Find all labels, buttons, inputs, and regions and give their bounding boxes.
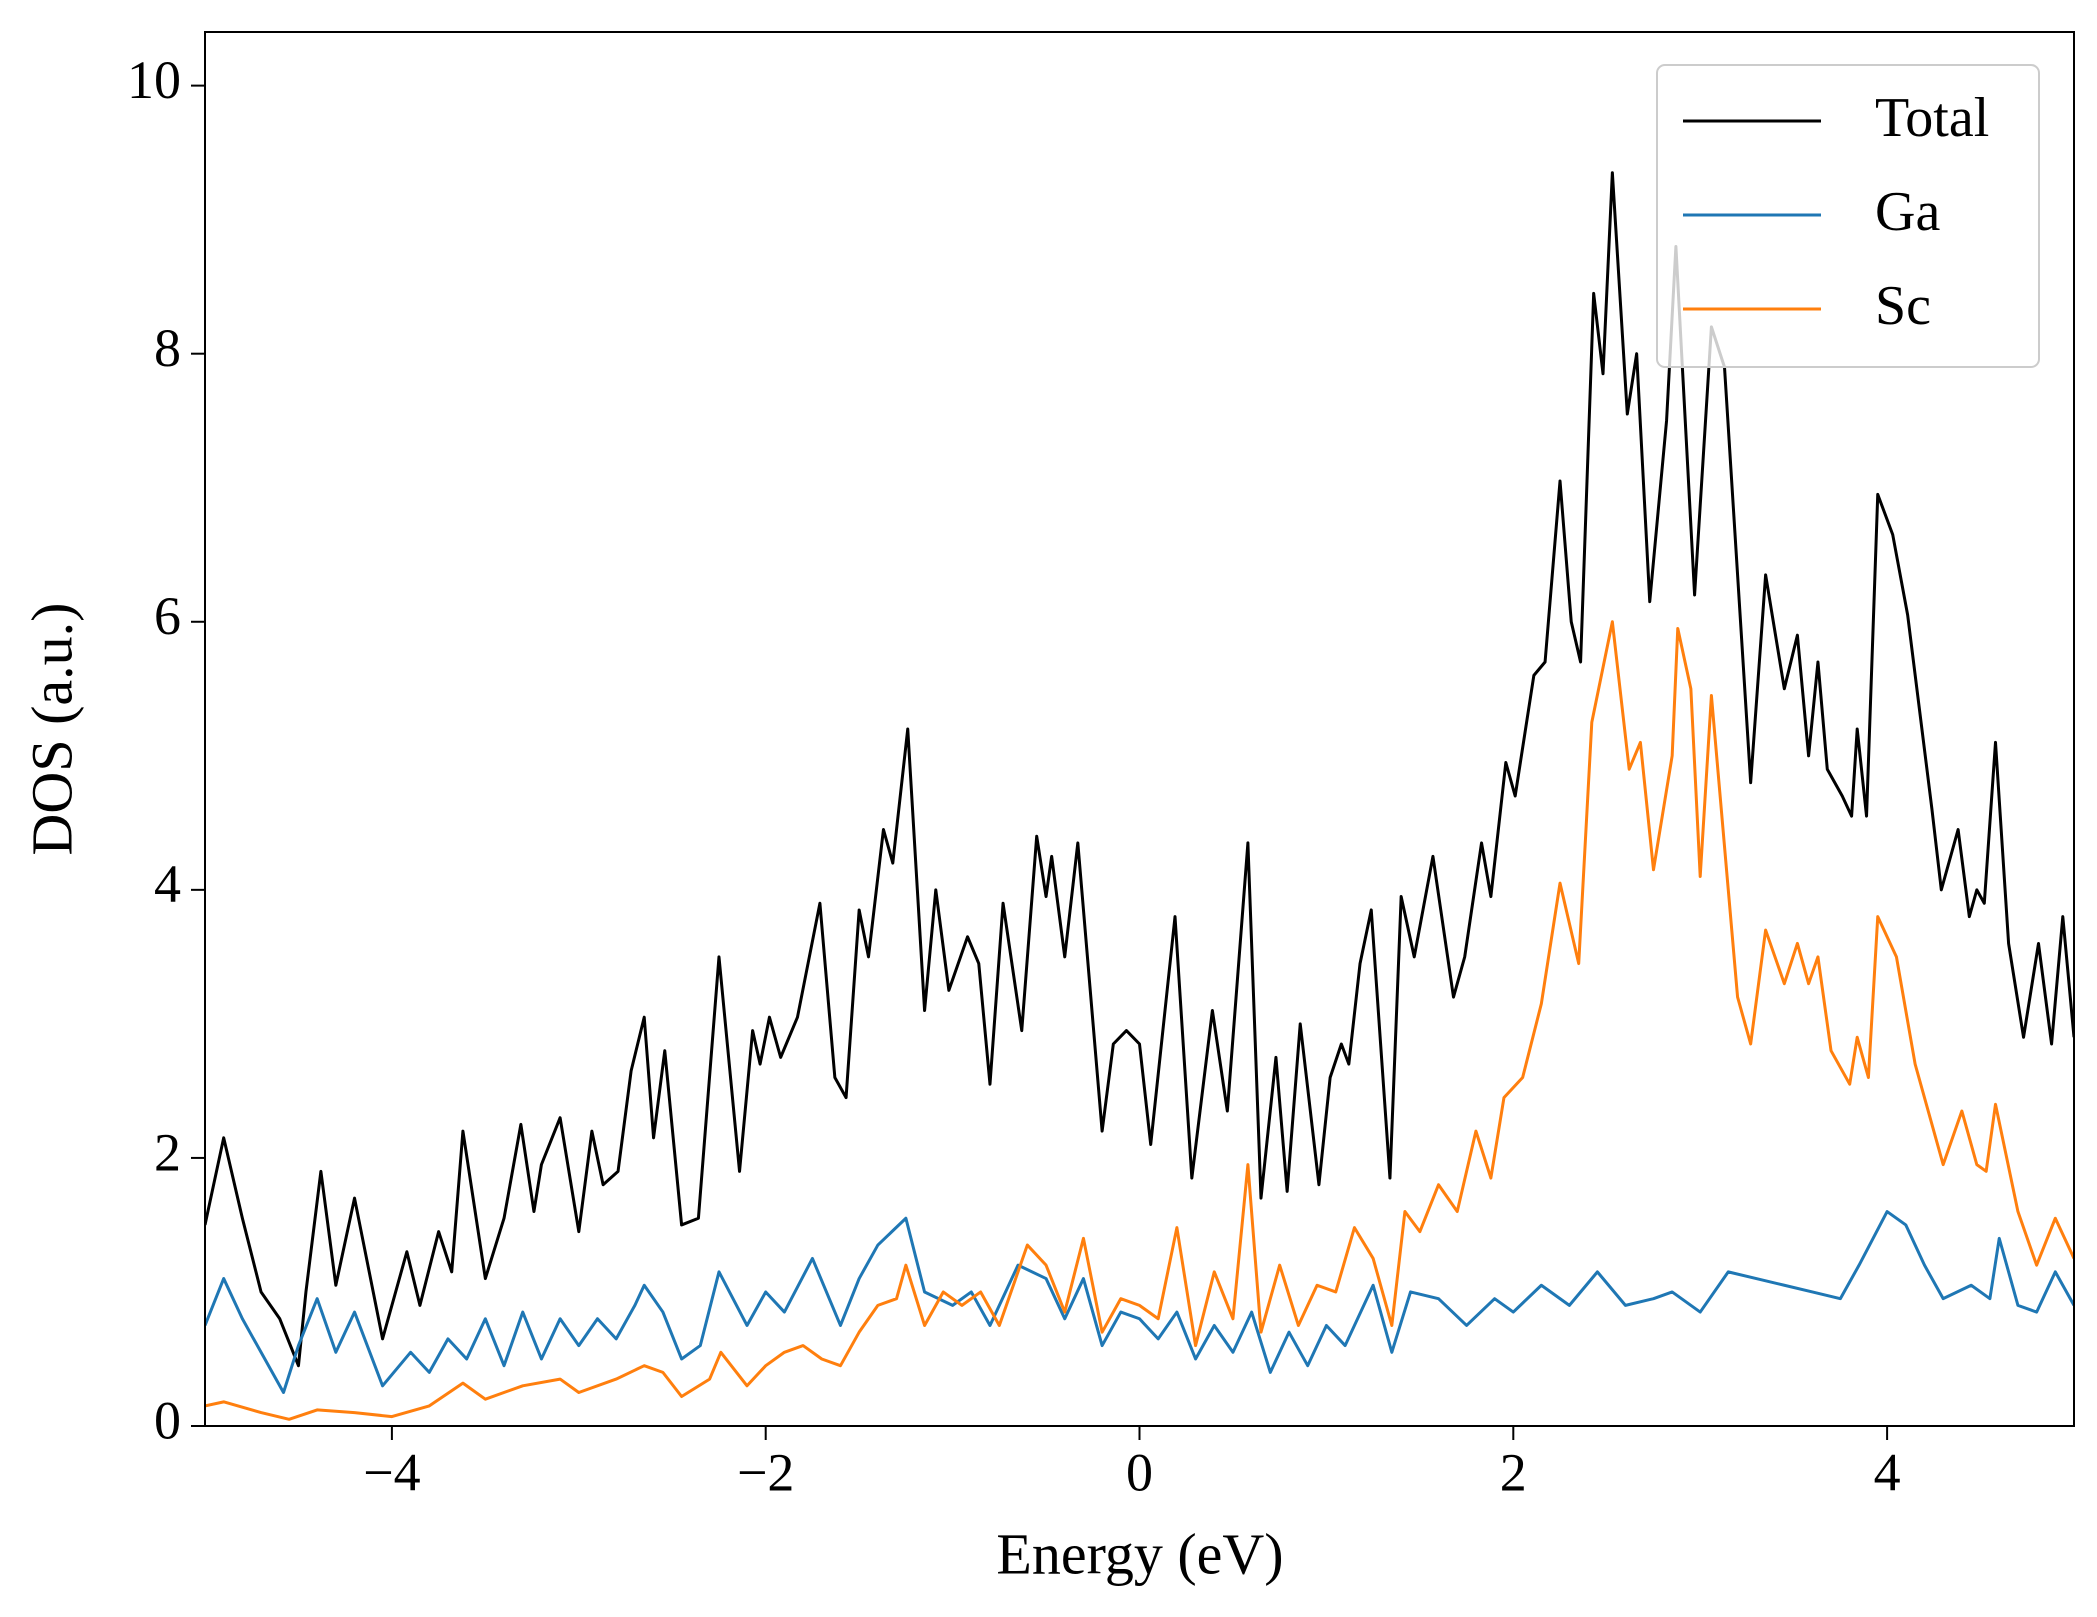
x-axis-label: Energy (eV) — [996, 1521, 1283, 1586]
legend-label: Sc — [1875, 275, 1931, 337]
y-tick-label: 8 — [154, 318, 181, 378]
y-tick-label: 6 — [154, 586, 181, 646]
x-tick-label: 2 — [1500, 1442, 1527, 1502]
x-tick-label: −4 — [363, 1442, 420, 1502]
y-axis-label: DOS (a.u.) — [19, 603, 84, 856]
y-tick-label: 4 — [154, 854, 181, 914]
legend-box — [1656, 64, 2040, 368]
y-tick-label: 10 — [127, 50, 181, 110]
plot-frame — [204, 31, 2075, 1427]
x-tick-label: 0 — [1126, 1442, 1153, 1502]
series-line — [205, 620, 2074, 1421]
y-tick-label: 2 — [154, 1122, 181, 1182]
y-tick-label: 0 — [154, 1390, 181, 1450]
x-tick-label: −2 — [737, 1442, 794, 1502]
x-tick-label: 4 — [1874, 1442, 1901, 1502]
series-line — [205, 171, 2074, 1368]
series-line — [205, 1210, 2074, 1394]
legend-label: Ga — [1875, 181, 1940, 243]
legend-label: Total — [1875, 87, 1989, 149]
